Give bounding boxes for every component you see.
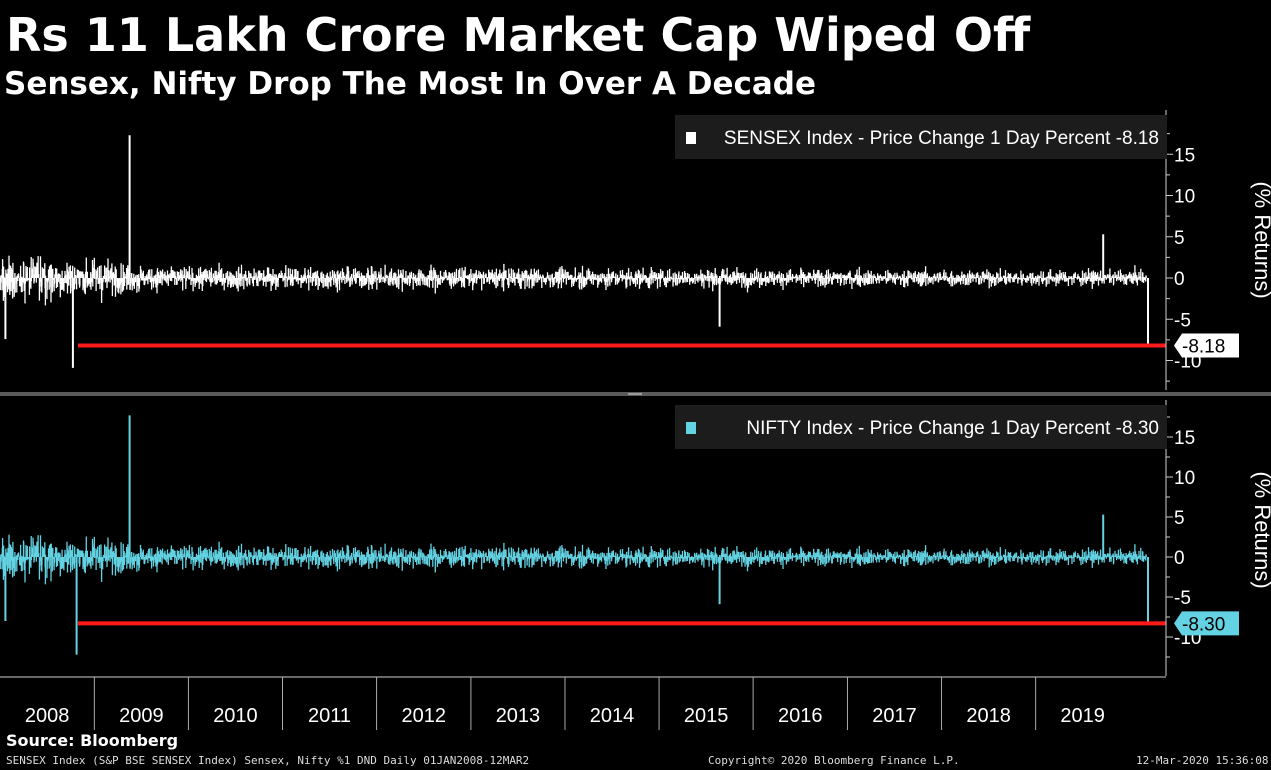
x-tick-label: 2013 (496, 705, 541, 727)
sensex-last-value-label: -8.18 (1182, 336, 1225, 357)
chart-title: Rs 11 Lakh Crore Market Cap Wiped Off (6, 8, 1031, 62)
sensex-y-tick-label: 10 (1174, 187, 1195, 208)
x-tick-label: 2011 (308, 705, 351, 727)
sensex-y-tick-label: -5 (1174, 310, 1191, 331)
x-tick-label: 2008 (25, 705, 70, 727)
sensex-y-tick-label: 15 (1174, 145, 1195, 166)
chart-area: 2008 2009 2010 2011 2012 2013 2014 2015 2016 2017… (0, 110, 1271, 730)
x-tick-label: 2010 (213, 705, 258, 727)
nifty-bars (0, 415, 1149, 655)
x-axis: 2008 2009 2010 2011 2012 2013 2014 2015 2016 2017… (25, 677, 1105, 730)
divider-grip-icon[interactable] (628, 393, 642, 395)
x-tick-label: 2009 (119, 705, 164, 727)
x-tick-label: 2019 (1060, 705, 1105, 727)
x-tick-label: 2012 (401, 705, 446, 727)
sensex-legend-background (675, 115, 1167, 159)
sensex-bars (0, 135, 1149, 368)
x-tick-label: 2014 (590, 705, 635, 727)
x-tick-label: 2018 (966, 705, 1011, 727)
sensex-legend: SENSEX Index - Price Change 1 Day Percen… (675, 115, 1167, 159)
sensex-last-value-tag: -8.18 (1174, 333, 1239, 358)
sensex-legend-swatch (686, 132, 696, 144)
x-tick-label: 2016 (778, 705, 823, 727)
sensex-y-axis-label: (% Returns) (1250, 181, 1271, 298)
sensex-legend-label: SENSEX Index - Price Change 1 Day Percen… (724, 128, 1159, 149)
sensex-last-value-tag-background (1174, 333, 1239, 358)
sensex-y-tick-label: 0 (1174, 269, 1185, 290)
sensex-y-tick-label: 5 (1174, 228, 1185, 249)
x-tick-label: 2017 (872, 705, 917, 727)
chart-subtitle: Sensex, Nifty Drop The Most In Over A De… (4, 66, 816, 102)
x-tick-label: 2015 (684, 705, 729, 727)
